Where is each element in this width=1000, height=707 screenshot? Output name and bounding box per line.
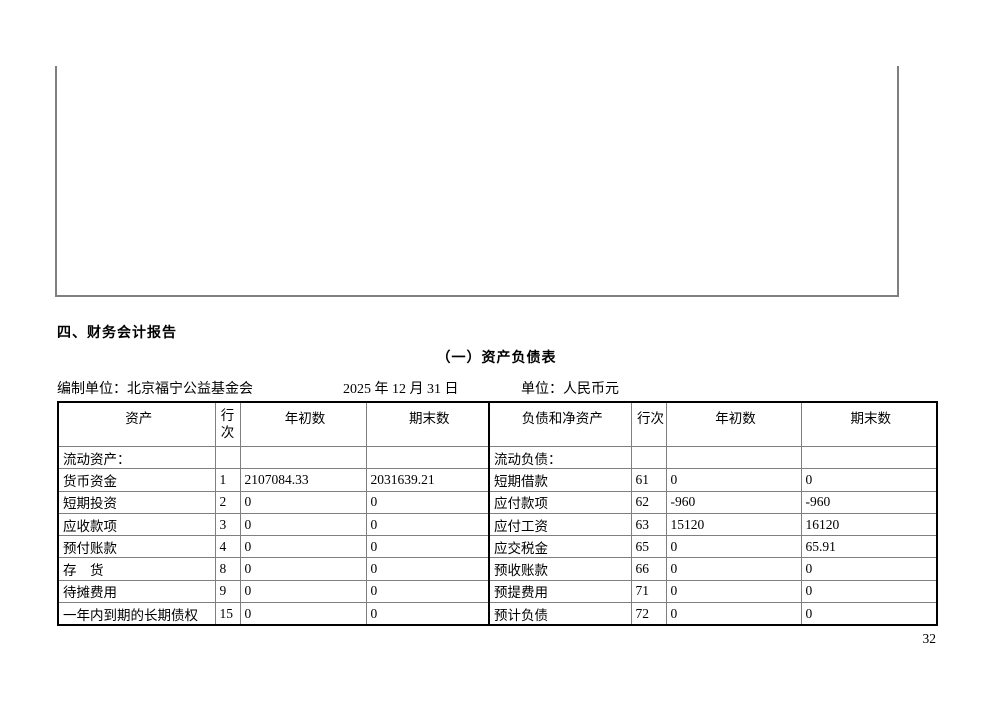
liability-line-no	[630, 445, 667, 470]
liability-begin-value	[665, 445, 802, 470]
liability-end-value: 0	[800, 579, 938, 604]
liability-end-value	[800, 445, 938, 470]
liability-label: 应交税金	[488, 535, 632, 559]
col-header-end-left: 期末数	[365, 401, 490, 447]
liability-begin-value: 15120	[665, 512, 802, 537]
liability-line-no: 72	[630, 602, 667, 626]
asset-begin-value	[239, 445, 367, 470]
asset-line-no: 9	[214, 579, 241, 604]
liability-begin-value: 0	[665, 602, 802, 626]
liability-end-value: 65.91	[800, 535, 938, 559]
liability-label: 预提费用	[488, 579, 632, 604]
liability-end-value: 0	[800, 602, 938, 626]
table-row: 待摊费用 9 0 0 预提费用 71 0 0	[57, 579, 938, 604]
asset-end-value: 0	[365, 579, 490, 604]
prepared-by-unit: 编制单位：北京福宁公益基金会	[57, 382, 253, 397]
liability-end-value: 16120	[800, 512, 938, 537]
liability-label: 流动负债：	[488, 445, 632, 470]
liability-label: 应付工资	[488, 512, 632, 537]
col-header-line-no-right: 行次	[630, 401, 667, 447]
liability-label: 预计负债	[488, 602, 632, 626]
asset-label: 存 货	[57, 557, 216, 581]
asset-line-no: 4	[214, 535, 241, 559]
table-row: 应收款项 3 0 0 应付工资 63 15120 16120	[57, 512, 938, 537]
table-row: 流动资产： 流动负债：	[57, 445, 938, 470]
currency-unit: 单位：人民币元	[521, 382, 619, 397]
liability-line-no: 71	[630, 579, 667, 604]
liability-end-value: 0	[800, 468, 938, 492]
col-header-begin-left: 年初数	[239, 401, 367, 447]
asset-label: 一年内到期的长期债权	[57, 602, 216, 626]
asset-end-value	[365, 445, 490, 470]
liability-line-no: 66	[630, 557, 667, 581]
liability-begin-value: 0	[665, 468, 802, 492]
asset-end-value: 2031639.21	[365, 468, 490, 492]
asset-end-value: 0	[365, 512, 490, 537]
asset-end-value: 0	[365, 602, 490, 626]
asset-label: 流动资产：	[57, 445, 216, 470]
asset-begin-value: 0	[239, 602, 367, 626]
page-number: 32	[922, 631, 937, 646]
asset-label: 预付账款	[57, 535, 216, 559]
liability-label: 应付款项	[488, 490, 632, 514]
asset-line-no: 2	[214, 490, 241, 514]
asset-line-no: 8	[214, 557, 241, 581]
asset-label: 待摊费用	[57, 579, 216, 604]
report-meta-line: 编制单位：北京福宁公益基金会 2025 年 12 月 31 日 单位：人民币元	[0, 378, 1000, 398]
liability-line-no: 61	[630, 468, 667, 492]
header-row: 资产 行 次 年初数 期末数 负债和净资产 行次 年初数 期末数	[57, 401, 938, 447]
liability-line-no: 63	[630, 512, 667, 537]
asset-label: 短期投资	[57, 490, 216, 514]
liability-end-value: 0	[800, 557, 938, 581]
asset-end-value: 0	[365, 557, 490, 581]
asset-begin-value: 0	[239, 512, 367, 537]
empty-content-box	[55, 66, 899, 297]
asset-line-no: 15	[214, 602, 241, 626]
col-header-begin-right: 年初数	[665, 401, 802, 447]
asset-begin-value: 0	[239, 557, 367, 581]
asset-begin-value: 0	[239, 490, 367, 514]
liability-label: 预收账款	[488, 557, 632, 581]
asset-begin-value: 0	[239, 579, 367, 604]
col-header-line-no-left: 行 次	[214, 401, 241, 447]
asset-line-no: 3	[214, 512, 241, 537]
liability-begin-value: 0	[665, 579, 802, 604]
liability-end-value: -960	[800, 490, 938, 514]
asset-end-value: 0	[365, 490, 490, 514]
table-row: 货币资金 1 2107084.33 2031639.21 短期借款 61 0 0	[57, 468, 938, 492]
table-row: 存 货 8 0 0 预收账款 66 0 0	[57, 557, 938, 581]
balance-sheet-table: 资产 行 次 年初数 期末数 负债和净资产 行次 年初数 期末数 流动资产： 流…	[57, 401, 938, 627]
asset-begin-value: 2107084.33	[239, 468, 367, 492]
asset-line-no: 1	[214, 468, 241, 492]
table-row: 一年内到期的长期债权 15 0 0 预计负债 72 0 0	[57, 602, 938, 626]
col-header-assets: 资产	[57, 401, 216, 447]
asset-line-no	[214, 445, 241, 470]
liability-line-no: 65	[630, 535, 667, 559]
asset-label: 货币资金	[57, 468, 216, 492]
col-header-end-right: 期末数	[800, 401, 938, 447]
liability-line-no: 62	[630, 490, 667, 514]
table-row: 预付账款 4 0 0 应交税金 65 0 65.91	[57, 535, 938, 559]
report-date: 2025 年 12 月 31 日	[343, 382, 459, 397]
liability-begin-value: -960	[665, 490, 802, 514]
liability-begin-value: 0	[665, 557, 802, 581]
asset-label: 应收款项	[57, 512, 216, 537]
table-row: 短期投资 2 0 0 应付款项 62 -960 -960	[57, 490, 938, 514]
balance-sheet-title: （一）资产负债表	[436, 351, 557, 366]
col-header-liabilities: 负债和净资产	[488, 401, 632, 447]
liability-label: 短期借款	[488, 468, 632, 492]
asset-begin-value: 0	[239, 535, 367, 559]
section-heading: 四、财务会计报告	[57, 326, 177, 341]
liability-begin-value: 0	[665, 535, 802, 559]
asset-end-value: 0	[365, 535, 490, 559]
